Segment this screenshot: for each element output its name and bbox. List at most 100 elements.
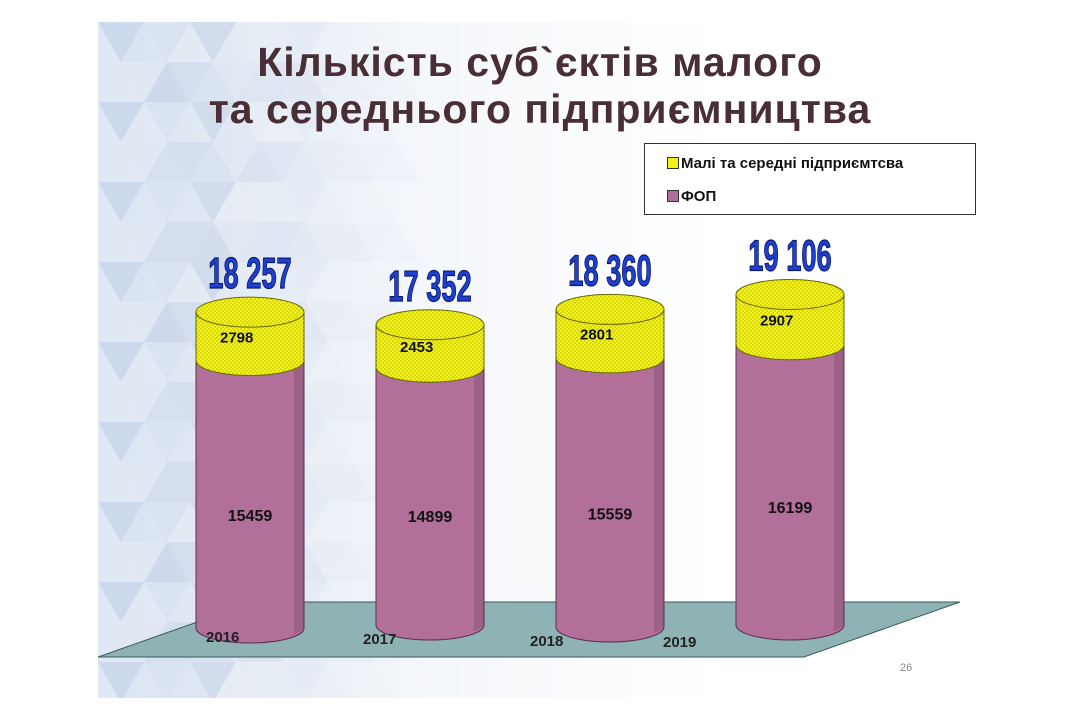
bar-top-cap-2019 <box>735 278 845 310</box>
bg-triangle <box>351 182 397 222</box>
chart-title: Кількість суб`єктів малого та середнього… <box>98 39 982 133</box>
bg-triangle <box>213 222 259 262</box>
x-tick-label-2019: 2019 <box>663 634 696 651</box>
bg-triangle <box>98 582 144 622</box>
bg-triangle <box>236 62 282 102</box>
legend-item-small-medium: Малі та середні підприємтсва <box>667 155 903 172</box>
bg-triangle <box>305 222 351 262</box>
bg-triangle <box>282 262 328 302</box>
bg-triangle <box>144 142 190 182</box>
bar-top-cap-2016 <box>195 296 305 328</box>
bg-triangle <box>282 662 328 698</box>
bg-triangle <box>351 262 397 302</box>
bg-triangle <box>305 382 351 422</box>
bg-triangle <box>213 182 259 222</box>
bg-triangle <box>144 222 190 262</box>
bg-triangle <box>328 462 374 502</box>
bg-triangle <box>144 62 190 102</box>
bg-triangle <box>328 102 374 142</box>
bg-triangle <box>328 342 374 382</box>
bg-triangle <box>121 182 167 222</box>
bg-triangle <box>190 222 236 262</box>
bar-fop-2016 <box>195 360 305 644</box>
bar-top-cap-2018 <box>555 293 665 325</box>
bg-triangle <box>353 662 395 698</box>
bar-small-medium-2019 <box>735 293 845 361</box>
bg-triangle <box>328 502 374 542</box>
value-label-fop-2016: 15459 <box>228 508 273 525</box>
value-label-fop-2017: 14899 <box>408 509 453 526</box>
bg-triangle <box>213 22 259 62</box>
value-label-small-medium-2018: 2801 <box>580 327 613 344</box>
bg-triangle <box>259 62 305 102</box>
bg-triangle <box>144 262 190 302</box>
bg-triangle <box>167 22 213 62</box>
bg-triangle <box>144 582 190 622</box>
total-label-2016: 18 257 <box>208 248 291 297</box>
bg-triangle <box>121 222 167 262</box>
bg-triangle <box>167 222 213 262</box>
bg-triangle <box>121 302 167 342</box>
bg-triangle <box>236 662 282 698</box>
bg-triangle <box>98 262 144 302</box>
total-label-2019: 19 106 <box>748 231 831 280</box>
bg-triangle <box>305 462 351 502</box>
bg-triangle <box>328 542 374 582</box>
bg-triangle <box>213 102 259 142</box>
bar-fop-shade-2019 <box>834 344 844 631</box>
bar-top-cap-2017 <box>375 309 485 341</box>
bg-triangle <box>236 102 282 142</box>
bar-small-medium-2016 <box>195 311 305 377</box>
legend-label-small-medium: Малі та середні підприємтсва <box>681 155 904 172</box>
bg-triangle <box>328 22 374 62</box>
bg-triangle <box>98 662 144 698</box>
bg-triangle <box>121 102 167 142</box>
bg-triangle <box>144 422 190 462</box>
bar-fop-shade-2016 <box>294 360 304 634</box>
bg-triangle <box>307 662 349 698</box>
total-label-2018: 18 360 <box>568 246 651 295</box>
bg-triangle <box>328 142 374 182</box>
legend-swatch-fop <box>667 190 679 202</box>
total-label-2017: 17 352 <box>388 261 471 310</box>
bg-triangle <box>121 542 167 582</box>
bg-triangle <box>351 222 397 262</box>
bg-triangle <box>190 102 236 142</box>
bg-triangle <box>282 62 328 102</box>
bg-triangle <box>121 62 167 102</box>
chart-plot: 2798 15459 18 257 2016 2453 14899 17 352 2017 28… <box>98 230 961 658</box>
bg-triangle <box>121 422 167 462</box>
bg-triangle <box>236 182 282 222</box>
bg-triangle <box>98 182 144 222</box>
bg-triangle <box>121 582 167 622</box>
bg-triangle <box>259 22 305 62</box>
slide-number: 26 <box>900 662 913 674</box>
bg-triangle <box>190 662 236 698</box>
bg-triangle <box>98 102 144 142</box>
bg-triangle <box>121 262 167 302</box>
bg-triangle <box>282 142 328 182</box>
bar-fop-2017 <box>375 366 485 641</box>
bar-small-medium-2017 <box>375 324 485 383</box>
bg-triangle <box>328 422 374 462</box>
x-tick-label-2018: 2018 <box>530 633 563 650</box>
bg-triangle <box>144 302 190 342</box>
bg-triangle <box>213 62 259 102</box>
chart-bars: 2798 15459 18 257 2016 2453 14899 17 352 2017 28… <box>195 230 845 651</box>
bg-triangle <box>305 22 351 62</box>
bg-triangle <box>236 222 282 262</box>
bg-triangle <box>328 182 374 222</box>
bg-triangle <box>328 62 374 102</box>
bg-triangle <box>236 262 282 302</box>
bg-triangle <box>374 142 420 182</box>
bg-triangle <box>213 142 259 182</box>
bg-triangle <box>328 222 374 262</box>
bg-triangle <box>98 342 144 382</box>
bar-fop-shade-2017 <box>474 367 484 631</box>
legend-swatch-small-medium <box>667 157 679 169</box>
bg-triangle <box>259 182 305 222</box>
bg-triangle <box>259 262 305 302</box>
bg-triangle <box>213 262 259 302</box>
bg-triangle <box>121 502 167 542</box>
x-tick-label-2016: 2016 <box>206 629 239 646</box>
